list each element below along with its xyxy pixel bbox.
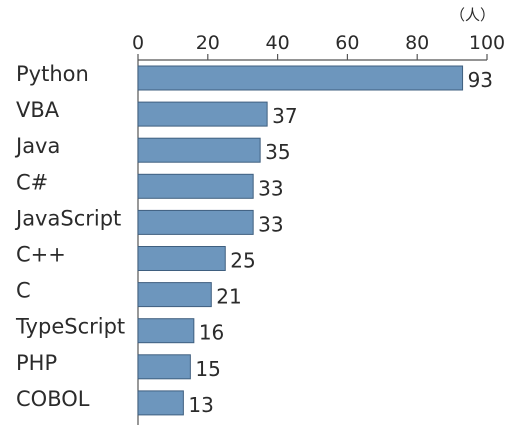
bar bbox=[137, 173, 254, 199]
category-label: Python bbox=[16, 62, 89, 86]
category-label: C# bbox=[16, 170, 48, 194]
bar bbox=[137, 246, 226, 271]
bar bbox=[137, 354, 191, 380]
value-label: 37 bbox=[272, 104, 297, 128]
bar bbox=[137, 318, 195, 344]
category-label: JavaScript bbox=[14, 206, 121, 230]
x-tick-label: 40 bbox=[266, 32, 290, 54]
x-tick-label: 100 bbox=[469, 32, 505, 54]
value-label: 13 bbox=[188, 393, 213, 417]
value-label: 33 bbox=[258, 176, 283, 200]
value-label: 25 bbox=[230, 249, 255, 273]
bar bbox=[137, 65, 464, 91]
unit-label: （人） bbox=[450, 6, 495, 24]
bar bbox=[137, 282, 212, 308]
category-label: C bbox=[16, 279, 31, 303]
bar bbox=[137, 137, 261, 163]
x-tick-label: 60 bbox=[335, 32, 359, 54]
category-label: Java bbox=[14, 134, 60, 158]
value-label: 21 bbox=[216, 285, 241, 309]
category-label: TypeScript bbox=[15, 315, 125, 339]
bar bbox=[137, 101, 268, 127]
value-label: 35 bbox=[265, 140, 290, 164]
category-label: COBOL bbox=[16, 387, 90, 411]
value-label: 33 bbox=[258, 212, 283, 236]
bar bbox=[137, 390, 184, 416]
bar bbox=[137, 209, 254, 235]
category-label: VBA bbox=[16, 98, 60, 122]
value-label: 16 bbox=[199, 321, 224, 345]
category-label: C++ bbox=[16, 243, 66, 267]
x-tick-label: 0 bbox=[132, 32, 144, 54]
value-label: 93 bbox=[468, 68, 493, 92]
category-label: PHP bbox=[16, 351, 57, 375]
x-tick-label: 80 bbox=[405, 32, 429, 54]
x-tick-label: 20 bbox=[196, 32, 220, 54]
value-label: 15 bbox=[195, 357, 220, 381]
category-labels: Python VBA Java C# JavaScript C++ C TypeScript P… bbox=[14, 62, 125, 411]
